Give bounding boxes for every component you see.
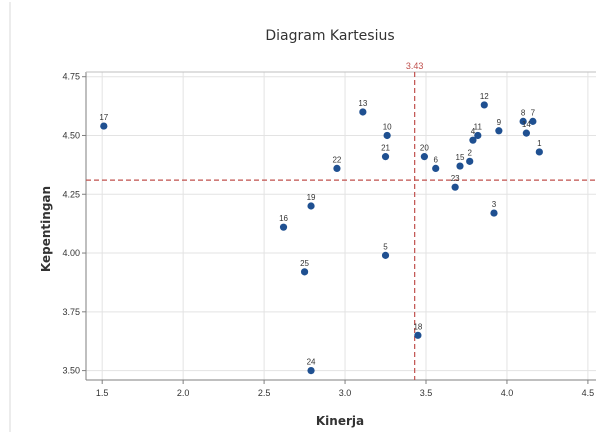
data-point-label-4: 4 (471, 127, 476, 136)
data-point-1 (535, 148, 543, 156)
data-point-12 (480, 101, 488, 109)
data-point-21 (381, 153, 390, 161)
data-point-19 (307, 202, 315, 210)
data-point-16 (279, 223, 288, 231)
data-point-18 (414, 331, 422, 339)
data-point-20 (420, 153, 428, 161)
data-point-label-15: 15 (456, 153, 465, 162)
data-point-3 (490, 209, 498, 217)
data-point-6 (432, 164, 440, 172)
data-point-label-21: 21 (381, 144, 390, 153)
data-point-label-16: 16 (279, 214, 288, 223)
data-point-label-14: 14 (522, 120, 531, 129)
data-point-label-6: 6 (433, 155, 438, 164)
x-tick-label-6: 4.5 (582, 388, 595, 398)
data-point-label-22: 22 (332, 155, 341, 164)
data-point-label-1: 1 (537, 139, 542, 148)
data-point-2 (466, 157, 474, 165)
y-tick-label-3: 4.25 (62, 189, 80, 199)
data-point-25 (300, 268, 309, 276)
y-axis-label: Kepentingan (39, 186, 53, 272)
data-point-23 (451, 183, 459, 191)
data-point-10 (383, 131, 391, 140)
plot-area: 1.5 2.0 2.5 3.0 3.5 4.0 4.5 3.50 3.75 4.00 4.25 4.5… (62, 61, 596, 398)
x-axis-label: Kinerja (316, 414, 364, 428)
data-point-11 (474, 131, 482, 140)
x-tick-label-2: 2.5 (258, 388, 271, 398)
data-point-4 (469, 136, 477, 144)
data-point-label-5: 5 (383, 242, 388, 251)
plot-background (86, 72, 596, 380)
data-point-label-9: 9 (497, 118, 502, 127)
data-point-label-25: 25 (300, 259, 309, 268)
data-point-17 (100, 122, 108, 130)
y-tick-label-2: 4.00 (62, 248, 80, 258)
data-point-label-7: 7 (531, 108, 536, 117)
x-tick-label-4: 3.5 (420, 388, 433, 398)
data-point-5 (381, 251, 390, 259)
chart-title: Diagram Kartesius (265, 28, 394, 44)
data-point-label-23: 23 (451, 174, 460, 183)
y-tick-label-4: 4.50 (62, 130, 80, 140)
data-point-label-2: 2 (467, 148, 472, 157)
data-point-label-24: 24 (307, 358, 316, 367)
x-tick-label-1: 2.0 (177, 388, 190, 398)
data-point-15 (456, 162, 464, 170)
data-point-label-13: 13 (358, 99, 367, 108)
data-point-22 (333, 164, 341, 172)
data-point-label-20: 20 (420, 144, 429, 153)
data-point-label-19: 19 (307, 193, 316, 202)
data-point-9 (495, 127, 503, 135)
data-point-label-12: 12 (480, 92, 489, 101)
data-point-8 (519, 117, 527, 125)
data-point-13 (359, 108, 367, 116)
data-point-label-8: 8 (521, 108, 526, 117)
y-tick-label-5: 4.75 (62, 72, 80, 82)
data-point-label-11: 11 (474, 122, 483, 131)
x-tick-label-5: 4.0 (501, 388, 514, 398)
x-tick-label-0: 1.5 (96, 388, 109, 398)
data-point-label-10: 10 (383, 122, 392, 131)
data-point-label-18: 18 (413, 322, 422, 331)
data-point-24 (307, 366, 315, 375)
data-point-label-17: 17 (99, 113, 108, 122)
y-tick-label-0: 3.50 (62, 366, 80, 376)
reference-line-label: 3.43 (406, 61, 424, 71)
y-tick-label-1: 3.75 (62, 307, 80, 317)
data-point-label-3: 3 (492, 200, 497, 209)
data-point-14 (522, 129, 530, 137)
data-point-7 (529, 117, 537, 125)
x-tick-label-3: 3.0 (339, 388, 352, 398)
